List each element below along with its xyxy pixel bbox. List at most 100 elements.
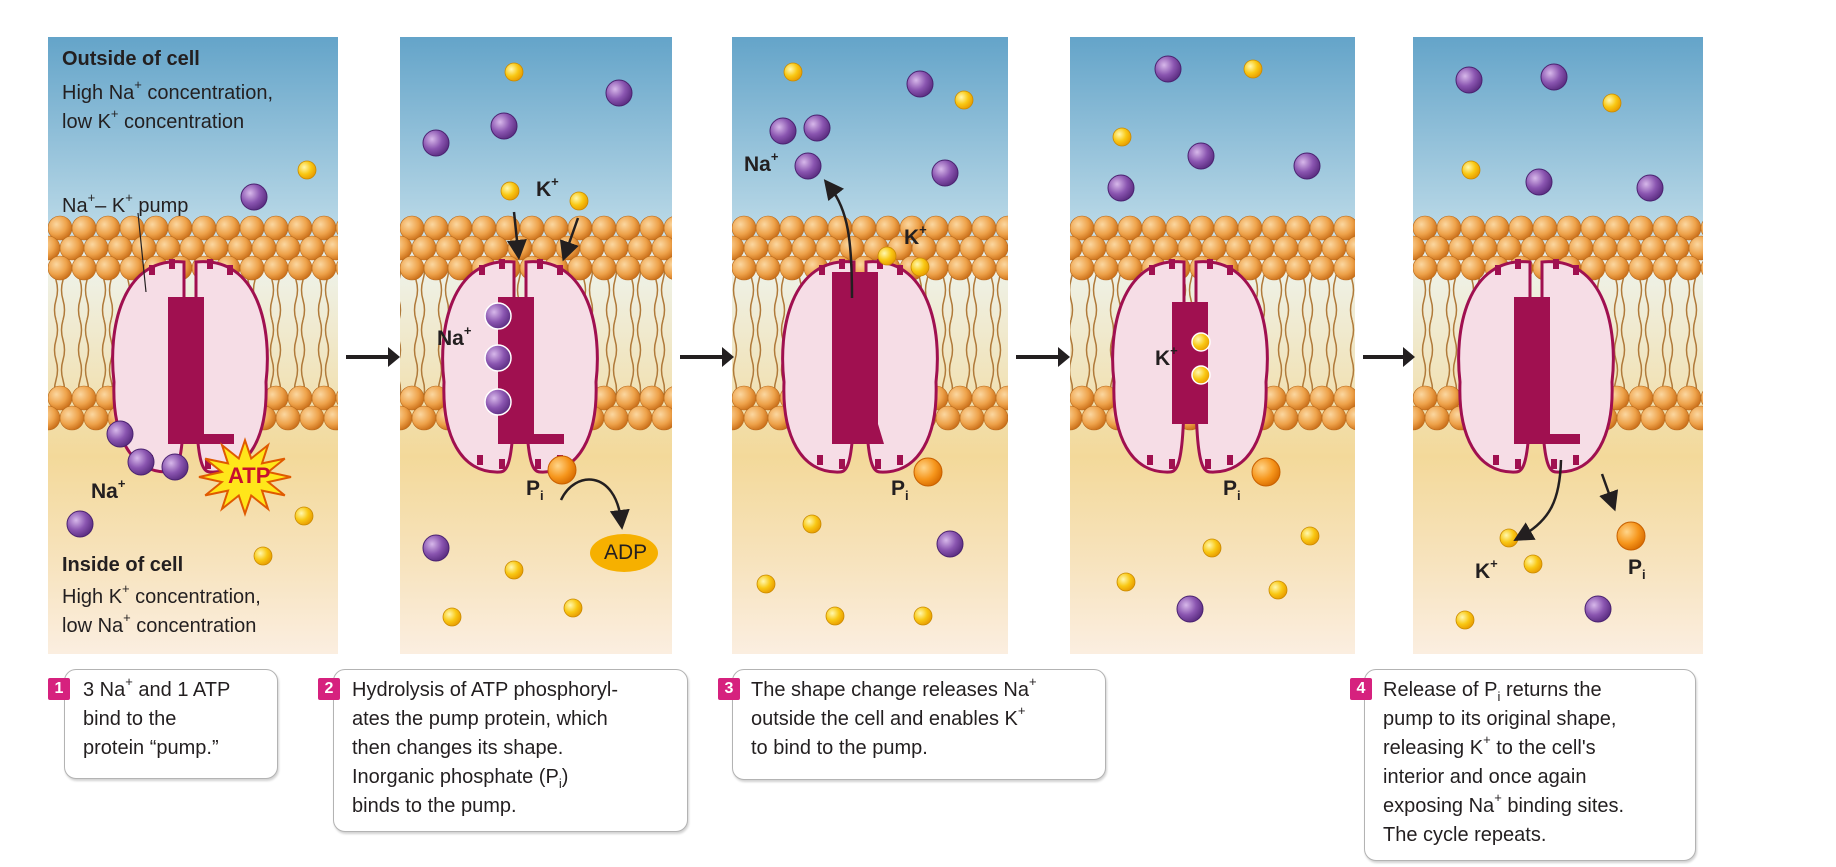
adp-ellipse [590,534,658,572]
potassium-ion [1202,538,1222,558]
sodium-ion [1525,168,1553,196]
potassium-ion [294,506,314,526]
potassium-ion [1523,554,1543,574]
pump-protein-3 [781,259,939,474]
step-text-line: The cycle repeats. [1383,824,1547,846]
arrow-pi-release [1599,473,1619,512]
potassium-ion [1191,332,1211,352]
step-2-number-badge: 2 [318,678,340,700]
k-label-panel5: K+ [1475,556,1498,583]
potassium-ion [1455,610,1475,630]
inside-high-k-text: High K+ concentration, [62,581,261,608]
sodium-ion [1107,174,1135,202]
phosphate-ion [1616,521,1646,551]
step-text-line: ates the pump protein, which [352,708,608,730]
pump-channel [1514,297,1580,444]
potassium-ion [756,574,776,594]
sodium-ion [161,453,189,481]
step-text-line: protein “pump.” [83,737,219,759]
arrow-pi-to-adp [559,478,630,530]
step-text-line: interior and once again [1383,766,1587,788]
sodium-ion [936,530,964,558]
potassium-ion [913,606,933,626]
inside-low-na-text: low Na+ concentration [62,610,257,637]
phosphate-ion [1251,457,1281,487]
step-text-line: to bind to the pump. [751,737,928,759]
step-text-line: Inorganic phosphate (Pi) [352,766,569,791]
step-3-number-badge: 3 [718,678,740,700]
potassium-ion [569,191,589,211]
sodium-ion [1455,66,1483,94]
potassium-ion [1116,572,1136,592]
sodium-ion [106,420,134,448]
outside-high-na-text: High Na+ concentration, [62,77,274,104]
sodium-ion [906,70,934,98]
potassium-ion [910,257,930,277]
sodium-ion [794,152,822,180]
pi-label-panel5: Pi [1628,556,1646,583]
step-text-line: bind to the [83,708,177,730]
potassium-ion [1461,160,1481,180]
pi-label-panel4: Pi [1223,477,1241,504]
potassium-ion [1499,528,1519,548]
sodium-ion [422,129,450,157]
inside-of-cell-title: Inside of cell [62,554,184,576]
pump-channel [168,297,234,444]
atp-label: ATP [228,463,271,488]
potassium-ion [563,598,583,618]
sodium-ion [484,302,512,330]
sodium-ion [769,117,797,145]
phosphate-ion [547,455,577,485]
potassium-ion [783,62,803,82]
step-text-line: 3 Na+ and 1 ATP [83,674,231,701]
potassium-ion [253,546,273,566]
arrow-k-in-1 [507,211,527,260]
step-4-number-badge: 4 [1350,678,1372,700]
sodium-ion [127,448,155,476]
sodium-ion [66,510,94,538]
potassium-ion [1191,365,1211,385]
potassium-ion [442,607,462,627]
sodium-ion [240,183,268,211]
pump-protein-5 [1457,259,1615,474]
potassium-ion [500,181,520,201]
potassium-ion [1300,526,1320,546]
arrow-k-in-2 [559,217,580,262]
sodium-ion [1176,595,1204,623]
sodium-ion [484,344,512,372]
step-text-line: pump to its original shape, [1383,708,1617,730]
sodium-ion [422,534,450,562]
step-3-description: The shape change releases Na+ outside the… [732,669,1106,780]
atp-burst-icon [198,437,292,517]
sodium-ion [1636,174,1664,202]
sodium-ion [1584,595,1612,623]
potassium-ion [504,62,524,82]
step-text-line: exposing Na+ binding sites. [1383,790,1625,817]
arrow-na-out [823,179,854,299]
sodium-ion [484,388,512,416]
step-text-line: The shape change releases Na+ [751,674,1037,701]
phosphate-ion [913,457,943,487]
sodium-ion [931,159,959,187]
outside-of-cell-title: Outside of cell [62,48,200,70]
step-1-description: 3 Na+ and 1 ATP bind to the protein “pump.… [64,669,278,779]
pump-label-leader [137,212,147,293]
pump-label: Na+– K+ pump [62,190,189,217]
na-label-panel1: Na+ [91,476,126,503]
sodium-ion [490,112,518,140]
pump-channel [832,272,884,444]
step-1-number-badge: 1 [48,678,70,700]
adp-label: ADP [604,541,648,564]
pi-label-panel3: Pi [891,477,909,504]
potassium-ion [802,514,822,534]
step-text-line: Hydrolysis of ATP phosphoryl- [352,679,619,701]
potassium-ion [1268,580,1288,600]
step-text-line: releasing K+ to the cell's [1383,732,1596,759]
pump-protein-4 [1111,259,1269,474]
step-4-description: Release of Pi returns the pump to its ori… [1364,669,1696,861]
sodium-ion [1293,152,1321,180]
potassium-ion [1602,93,1622,113]
na-label-panel2: Na+ [437,323,472,350]
outside-low-k-text: low K+ concentration [62,106,245,133]
potassium-ion [954,90,974,110]
